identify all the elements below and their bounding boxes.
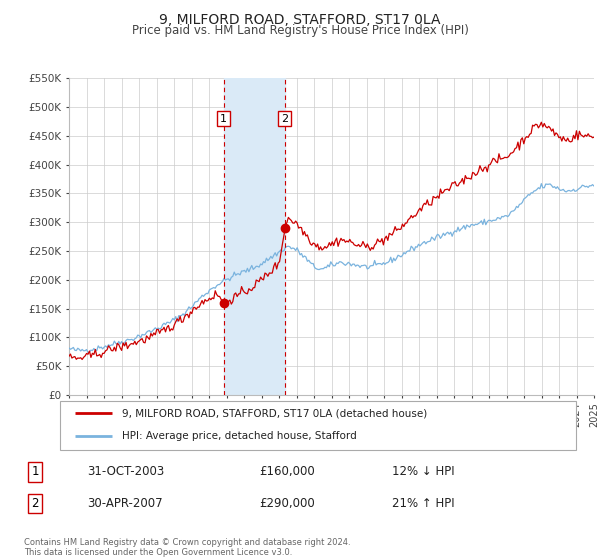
- Text: 1: 1: [31, 465, 39, 478]
- Text: 21% ↑ HPI: 21% ↑ HPI: [392, 497, 455, 510]
- Bar: [224, 78, 285, 395]
- Text: Price paid vs. HM Land Registry's House Price Index (HPI): Price paid vs. HM Land Registry's House …: [131, 24, 469, 38]
- Text: Contains HM Land Registry data © Crown copyright and database right 2024.
This d: Contains HM Land Registry data © Crown c…: [24, 538, 350, 557]
- Text: £160,000: £160,000: [260, 465, 316, 478]
- Text: 12% ↓ HPI: 12% ↓ HPI: [392, 465, 455, 478]
- Text: 30-APR-2007: 30-APR-2007: [87, 497, 163, 510]
- FancyBboxPatch shape: [60, 401, 576, 450]
- Text: 9, MILFORD ROAD, STAFFORD, ST17 0LA: 9, MILFORD ROAD, STAFFORD, ST17 0LA: [159, 13, 441, 27]
- Text: HPI: Average price, detached house, Stafford: HPI: Average price, detached house, Staf…: [122, 431, 356, 441]
- Text: £290,000: £290,000: [260, 497, 316, 510]
- Text: 9, MILFORD ROAD, STAFFORD, ST17 0LA (detached house): 9, MILFORD ROAD, STAFFORD, ST17 0LA (det…: [122, 408, 427, 418]
- Text: 1: 1: [220, 114, 227, 124]
- Text: 2: 2: [31, 497, 39, 510]
- Text: 2: 2: [281, 114, 289, 124]
- Text: 31-OCT-2003: 31-OCT-2003: [87, 465, 164, 478]
